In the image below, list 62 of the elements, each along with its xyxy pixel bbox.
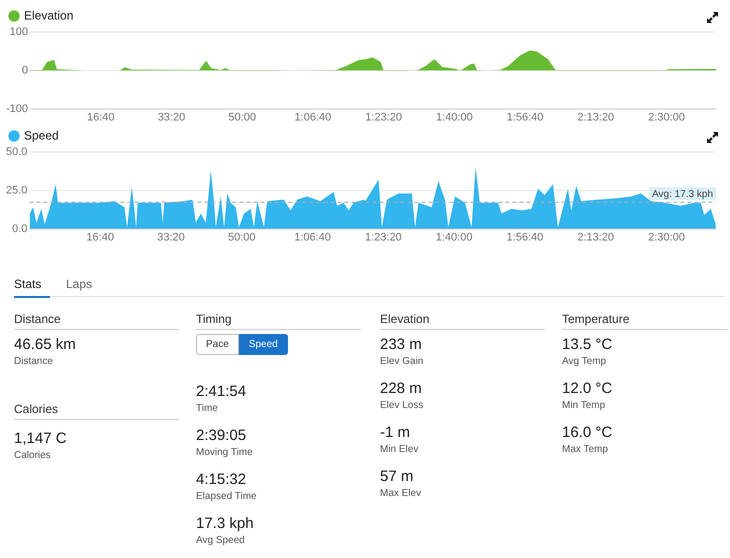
text: Avg Temp <box>562 356 608 367</box>
text: Calories <box>14 402 179 420</box>
text: Min Temp <box>562 400 606 411</box>
y-tick-label: 0 <box>22 64 28 76</box>
x-tick-label: 1:40:00 <box>436 231 472 244</box>
x-tick-label: 33:20 <box>158 111 186 124</box>
text: 2:39:05 <box>196 427 248 445</box>
text: Laps <box>66 277 92 291</box>
text: 13.5 °C <box>562 336 614 354</box>
text: 2:41:54 <box>196 383 248 401</box>
y-tick-label: -100 <box>6 102 28 115</box>
text: 233 m <box>380 336 423 354</box>
y-tick-label: 0.0 <box>12 222 28 235</box>
x-tick-label: 1:23:20 <box>364 231 402 244</box>
text: Elev Loss <box>380 400 424 411</box>
text: Avg Speed <box>196 535 246 546</box>
text: Timing <box>196 312 361 330</box>
text: 16.0 °C <box>562 424 614 442</box>
y-tick-label: 100 <box>10 26 28 38</box>
text: Max Temp <box>562 444 609 455</box>
text: Elapsed Time <box>196 491 258 502</box>
x-tick-label: 50:00 <box>228 111 256 124</box>
legend-label: Elevation <box>24 8 74 22</box>
text: 12.0 °C <box>562 380 614 398</box>
x-tick-label: 1:56:40 <box>506 231 544 244</box>
text: Distance <box>14 312 179 330</box>
text: Elev Gain <box>380 356 424 367</box>
x-tick-label: 2:30:00 <box>648 111 685 124</box>
text: Min Elev <box>380 444 420 455</box>
x-tick-label: 16:40 <box>86 231 114 244</box>
x-tick-label: 33:20 <box>157 231 185 244</box>
text: 1,147 C <box>14 430 68 448</box>
text: 228 m <box>380 380 423 398</box>
text: 17.3 kph <box>196 515 255 533</box>
text: 46.65 km <box>14 336 77 354</box>
x-tick-label: 16:40 <box>86 111 114 124</box>
text: Temperature <box>562 312 727 330</box>
text: Distance <box>14 356 54 367</box>
text: 4:15:32 <box>196 471 248 489</box>
x-tick-label: 1:23:20 <box>365 111 402 124</box>
text: Elevation <box>380 312 545 330</box>
text: 57 m <box>380 468 414 486</box>
text: Speed <box>238 334 288 355</box>
x-tick-label: 1:06:40 <box>294 231 331 244</box>
text: -1 m <box>380 424 411 442</box>
text: Stats <box>14 277 50 298</box>
y-tick-label: 50.0 <box>6 146 28 158</box>
x-tick-label: 2:13:20 <box>577 231 614 244</box>
x-tick-label: 2:13:20 <box>577 111 614 124</box>
x-tick-label: 1:56:40 <box>506 111 544 124</box>
ref-line-label: Avg: 17.3 kph <box>652 188 714 200</box>
text: Pace <box>196 334 239 355</box>
x-tick-label: 1:40:00 <box>436 111 473 124</box>
legend-label: Speed <box>24 128 59 142</box>
x-tick-label: 2:30:00 <box>648 231 685 244</box>
text: Time <box>196 403 219 414</box>
y-tick-label: 25.0 <box>6 184 28 196</box>
text: Calories <box>14 450 52 461</box>
text: Max Elev <box>380 488 422 499</box>
x-tick-label: 1:06:40 <box>294 111 332 124</box>
text: Moving Time <box>196 447 254 458</box>
x-tick-label: 50:00 <box>228 231 256 244</box>
